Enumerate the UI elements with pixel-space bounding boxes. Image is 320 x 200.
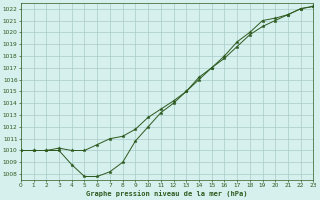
X-axis label: Graphe pression niveau de la mer (hPa): Graphe pression niveau de la mer (hPa)	[86, 190, 248, 197]
